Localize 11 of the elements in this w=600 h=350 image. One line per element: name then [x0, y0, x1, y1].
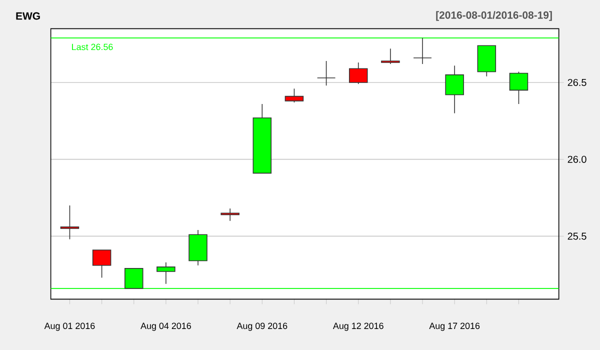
y-tick-label: 26.0	[568, 156, 586, 163]
y-tick-label: 25.5	[568, 232, 586, 240]
x-tick-label: Aug 12 2016	[332, 322, 384, 331]
x-tick-label: Aug 04 2016	[140, 322, 191, 331]
chart-subtitle: [2016-08-01/2016-08-19]	[436, 11, 552, 21]
chart-title: EWG	[16, 12, 40, 20]
annotation: Last 26.56	[72, 44, 113, 50]
y-tick-label: 26.5	[568, 78, 586, 86]
x-tick-label: Aug 09 2016	[236, 322, 288, 331]
x-tick-label: Aug 17 2016	[429, 322, 480, 331]
x-tick-label: Aug 01 2016	[44, 322, 95, 331]
